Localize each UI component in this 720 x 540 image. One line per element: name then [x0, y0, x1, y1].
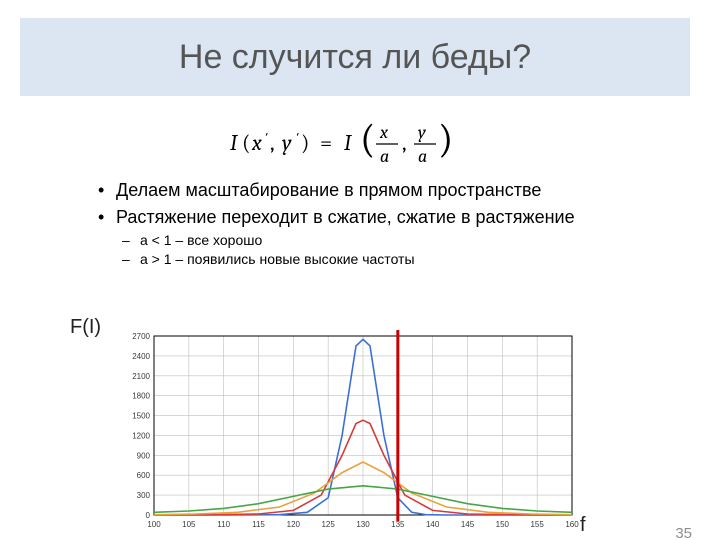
svg-text:′: ′ — [296, 129, 299, 146]
svg-text:120: 120 — [287, 520, 301, 529]
svg-text:0: 0 — [146, 511, 151, 520]
svg-text:I: I — [230, 130, 238, 156]
svg-text:(: ( — [360, 118, 375, 162]
bullets: Делаем масштабирование в прямом простран… — [98, 179, 650, 267]
svg-text:900: 900 — [137, 451, 151, 460]
svg-text:,: , — [270, 130, 275, 156]
svg-text:): ) — [301, 130, 309, 156]
svg-text:600: 600 — [137, 471, 151, 480]
formula: I ( x ′ , y ′ ) = I ( x a , y a ) — [0, 118, 720, 173]
bullet-2a: a < 1 – все хорошо — [140, 232, 650, 248]
svg-text:1800: 1800 — [132, 392, 150, 401]
bullet-2b: a > 1 – появились новые высокие частоты — [140, 251, 650, 267]
svg-text:2400: 2400 — [132, 352, 150, 361]
svg-text:155: 155 — [530, 520, 544, 529]
svg-text:I: I — [344, 130, 352, 156]
svg-text:100: 100 — [147, 520, 161, 529]
svg-text:x: x — [379, 122, 389, 143]
svg-text:(: ( — [242, 130, 250, 156]
svg-text:300: 300 — [137, 491, 151, 500]
svg-text:145: 145 — [461, 520, 475, 529]
svg-text:1500: 1500 — [132, 412, 150, 421]
y-axis-label: F(I) — [70, 316, 101, 339]
svg-text:105: 105 — [182, 520, 196, 529]
svg-text:2700: 2700 — [132, 332, 150, 341]
bullet-2: Растяжение переходит в сжатие, сжатие в … — [116, 206, 650, 229]
svg-text:=: = — [320, 130, 332, 156]
svg-text:140: 140 — [426, 520, 440, 529]
formula-svg: I ( x ′ , y ′ ) = I ( x a , y a ) — [230, 118, 490, 168]
svg-text:125: 125 — [321, 520, 335, 529]
svg-text:110: 110 — [217, 520, 230, 529]
svg-text:x: x — [251, 130, 262, 156]
page-number: 35 — [675, 525, 692, 540]
svg-text:135: 135 — [391, 520, 405, 529]
svg-text:a: a — [380, 146, 389, 167]
svg-text:160: 160 — [565, 520, 579, 529]
svg-text:115: 115 — [252, 520, 265, 529]
svg-text:1200: 1200 — [132, 431, 150, 440]
bullet-1: Делаем масштабирование в прямом простран… — [116, 179, 650, 202]
svg-text:a: a — [418, 146, 427, 167]
svg-text:y: y — [418, 122, 426, 143]
chart: 0 300 600 900 1200 1500 1800 2100 2400 2700 100 105… — [112, 330, 582, 540]
svg-text:y: y — [282, 130, 292, 156]
chart-svg: 0 300 600 900 1200 1500 1800 2100 2400 2700 100 105… — [112, 330, 582, 535]
page-title: Не случится ли беды? — [179, 38, 531, 77]
title-band: Не случится ли беды? — [20, 18, 690, 96]
svg-text:150: 150 — [496, 520, 510, 529]
svg-text:130: 130 — [356, 520, 370, 529]
svg-text:): ) — [438, 118, 453, 162]
svg-text:,: , — [402, 130, 407, 156]
svg-text:′: ′ — [265, 129, 268, 146]
svg-text:2100: 2100 — [132, 372, 150, 381]
